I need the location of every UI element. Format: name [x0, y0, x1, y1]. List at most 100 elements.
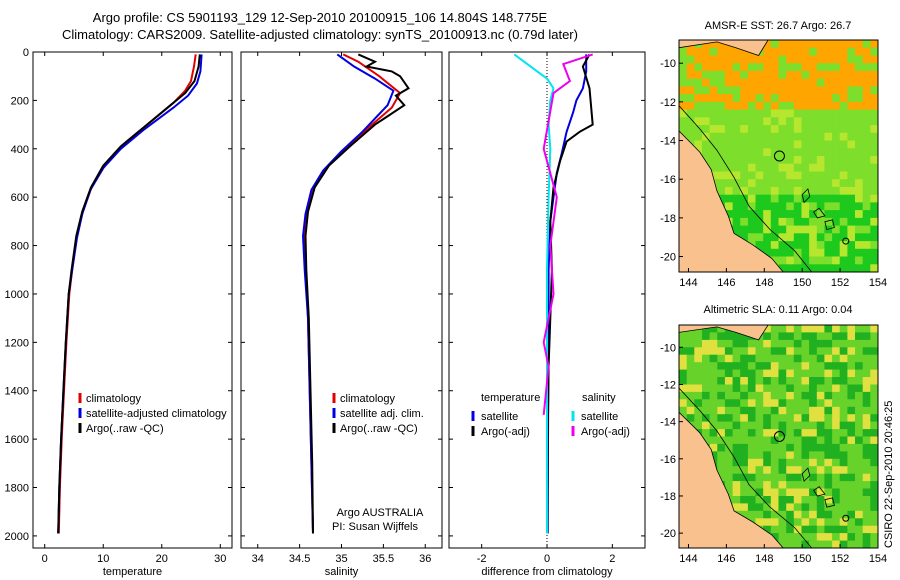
- map-cell: [732, 354, 741, 363]
- map-cell: [793, 473, 803, 482]
- map-cell: [717, 163, 726, 172]
- map-cell: [778, 217, 787, 227]
- map-cell: [793, 458, 803, 467]
- map-cell: [786, 40, 795, 49]
- map-cell: [801, 171, 810, 180]
- map-cell: [747, 496, 757, 504]
- map-x-tick-label: 144: [679, 277, 697, 289]
- map-cell: [724, 429, 734, 438]
- map-cell: [839, 369, 848, 378]
- map-cell: [793, 377, 803, 385]
- map-cell: [770, 63, 780, 72]
- map-cell: [770, 241, 780, 250]
- map-cell: [786, 503, 795, 512]
- map-cell: [816, 339, 826, 348]
- map-cell: [793, 481, 803, 490]
- map-cell: [732, 217, 741, 227]
- map-cell: [778, 399, 787, 408]
- map-cell: [870, 179, 878, 188]
- map-cell: [862, 325, 871, 333]
- map-cell: [839, 332, 848, 341]
- map-cell: [763, 55, 772, 64]
- map-cell: [740, 78, 749, 87]
- map-cell: [847, 148, 856, 157]
- map-cell: [847, 55, 856, 64]
- map-cell: [763, 406, 772, 415]
- map-cell: [786, 525, 795, 534]
- map-cell: [709, 325, 718, 333]
- map-cell: [862, 63, 871, 72]
- map-cell: [847, 473, 856, 482]
- map-cell: [724, 436, 734, 445]
- map-cell: [801, 347, 810, 356]
- map-cell: [824, 225, 833, 234]
- map-cell: [816, 503, 826, 512]
- map-cell: [870, 473, 878, 482]
- map-cell: [755, 78, 764, 87]
- map-cell: [839, 225, 848, 234]
- map-cell: [809, 332, 818, 341]
- map-cell: [816, 481, 826, 490]
- map-cell: [847, 217, 856, 227]
- map-y-tick-label: -10: [660, 342, 676, 354]
- map-x-tick-label: 146: [717, 277, 735, 289]
- map-cell: [801, 125, 810, 134]
- map-cell: [786, 241, 795, 250]
- map-cell: [740, 406, 749, 415]
- map-cell: [724, 117, 734, 126]
- map-cell: [740, 47, 749, 56]
- map-cell: [870, 518, 878, 527]
- map-cell: [816, 78, 826, 87]
- legend-label: Argo(-adj): [581, 426, 630, 438]
- map-cell: [832, 156, 841, 165]
- map-cell: [755, 163, 764, 172]
- map-cell: [870, 384, 878, 393]
- map-cell: [855, 86, 864, 95]
- map-cell: [740, 473, 749, 482]
- map-cell: [717, 132, 726, 142]
- map-cell: [778, 179, 787, 188]
- map-cell: [839, 86, 848, 95]
- map-cell: [702, 125, 711, 134]
- map-cell: [816, 518, 826, 527]
- map-cell: [847, 194, 856, 203]
- map-cell: [862, 210, 871, 219]
- map-cell: [809, 540, 818, 548]
- map-cell: [702, 86, 711, 95]
- map-cell: [717, 325, 726, 333]
- map-cell: [755, 391, 764, 400]
- map-cell: [793, 384, 803, 393]
- map-cell: [740, 488, 749, 497]
- map-cell: [763, 518, 772, 527]
- map-cell: [717, 63, 726, 72]
- land-new-guinea: [679, 325, 769, 341]
- map-cell: [870, 399, 878, 408]
- map-cell: [709, 369, 718, 378]
- map-cell: [862, 399, 871, 408]
- map-cell: [824, 55, 833, 64]
- map-cell: [870, 194, 878, 203]
- map-cell: [778, 70, 787, 80]
- map-cell: [839, 429, 848, 438]
- map-cell: [847, 171, 856, 180]
- map-cell: [763, 241, 772, 250]
- map-cell: [839, 217, 848, 227]
- map-cell: [793, 186, 803, 196]
- map-cell: [847, 488, 856, 497]
- map-cell: [870, 488, 878, 497]
- y-tick-label: 1200: [5, 337, 29, 349]
- map-cell: [724, 414, 734, 423]
- map-cell: [870, 86, 878, 95]
- map-cell: [801, 540, 810, 548]
- map-cell: [763, 70, 772, 80]
- annotation-line1: Argo AUSTRALIA: [337, 507, 424, 519]
- map-cell: [747, 78, 757, 87]
- map-x-tick-label: 152: [831, 277, 849, 289]
- map-cell: [709, 391, 718, 400]
- legend-label: Argo(..raw -QC): [86, 423, 164, 435]
- map-cell: [809, 264, 818, 272]
- map-cell: [839, 186, 848, 196]
- map-cell: [816, 414, 826, 423]
- map-cell: [801, 264, 810, 272]
- map-cell: [832, 117, 841, 126]
